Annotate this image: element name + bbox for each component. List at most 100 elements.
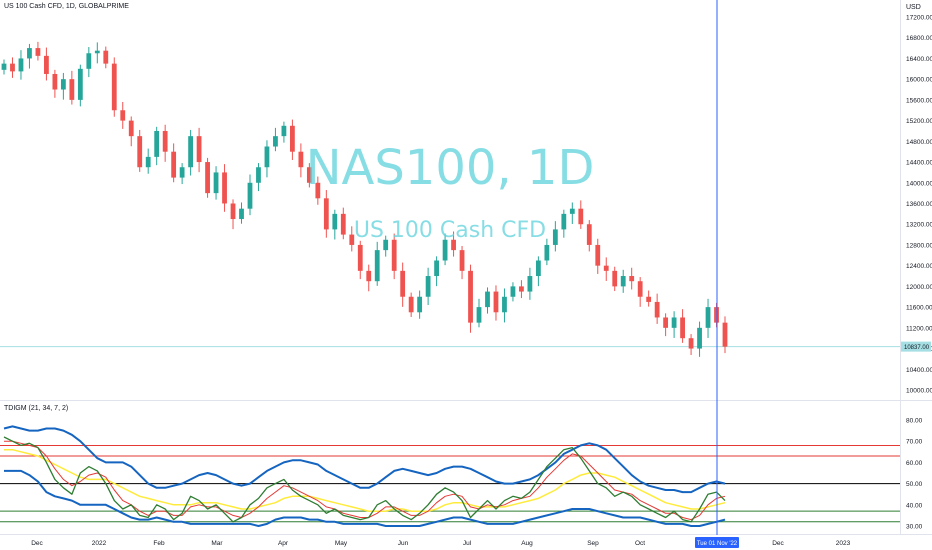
indicator-legend[interactable]: TDIGM (21, 34, 7, 2) [4, 405, 69, 412]
candle-body[interactable] [1, 63, 7, 70]
price-pane[interactable] [0, 41, 900, 357]
candle-body[interactable] [306, 167, 312, 183]
candle-body[interactable] [468, 270, 473, 323]
candle-body[interactable] [459, 250, 465, 271]
candle-body[interactable] [502, 296, 507, 313]
candle-body[interactable] [451, 239, 456, 251]
candle-body[interactable] [256, 167, 261, 183]
indicator-pane[interactable] [0, 425, 900, 527]
candle[interactable] [44, 47, 49, 81]
candle-body[interactable] [620, 276, 626, 287]
candle-body[interactable] [137, 136, 143, 168]
candle-body[interactable] [196, 136, 202, 163]
candle-body[interactable] [128, 120, 134, 137]
candle[interactable] [60, 72, 66, 100]
candle-body[interactable] [103, 50, 109, 64]
candle[interactable] [552, 221, 558, 252]
candle-body[interactable] [315, 182, 321, 199]
candle-body[interactable] [476, 307, 482, 323]
candle-body[interactable] [162, 130, 168, 152]
candle[interactable] [502, 288, 507, 323]
candle-body[interactable] [154, 130, 160, 157]
candle-body[interactable] [569, 208, 575, 214]
candle-body[interactable] [561, 213, 567, 230]
candle[interactable] [264, 140, 270, 178]
candle-body[interactable] [247, 182, 253, 209]
candle[interactable] [52, 69, 58, 98]
candle-body[interactable] [722, 322, 728, 347]
candle-body[interactable] [697, 327, 702, 349]
candle[interactable] [103, 46, 109, 69]
candle[interactable] [637, 277, 643, 307]
candle-body[interactable] [535, 260, 541, 277]
candle-body[interactable] [374, 250, 380, 282]
candle[interactable] [468, 264, 473, 333]
candle-body[interactable] [646, 296, 652, 302]
candle-body[interactable] [544, 244, 550, 261]
candle-body[interactable] [44, 55, 49, 74]
candle[interactable] [383, 235, 389, 257]
candle-body[interactable] [510, 286, 516, 297]
candle-body[interactable] [603, 265, 609, 271]
candle[interactable] [86, 47, 92, 78]
candle[interactable] [273, 127, 278, 152]
candle[interactable] [213, 166, 219, 200]
candle[interactable] [340, 207, 346, 240]
candle[interactable] [451, 231, 456, 257]
candle[interactable] [222, 164, 227, 212]
candle-body[interactable] [417, 296, 423, 313]
candle-body[interactable] [86, 53, 92, 69]
candle[interactable] [654, 293, 660, 324]
candle-body[interactable] [400, 270, 406, 297]
candle[interactable] [680, 309, 685, 343]
candle-body[interactable] [663, 317, 669, 328]
candle-body[interactable] [281, 125, 287, 137]
candle-body[interactable] [290, 125, 295, 152]
candle-body[interactable] [340, 213, 346, 235]
candle[interactable] [281, 121, 287, 143]
candle[interactable] [94, 42, 100, 64]
candle-body[interactable] [637, 281, 643, 297]
candle-body[interactable] [27, 48, 32, 59]
candle[interactable] [705, 298, 711, 338]
candle[interactable] [349, 226, 355, 252]
candle-body[interactable] [586, 224, 592, 245]
candle-body[interactable] [391, 239, 397, 271]
candle[interactable] [332, 209, 338, 240]
candle[interactable] [561, 209, 567, 238]
candle-body[interactable] [230, 203, 236, 220]
candle[interactable] [10, 57, 15, 78]
candle[interactable] [111, 57, 117, 117]
candle-body[interactable] [629, 276, 635, 282]
candle-body[interactable] [688, 338, 694, 349]
candle[interactable] [357, 240, 363, 280]
candle-body[interactable] [442, 239, 448, 261]
candle-body[interactable] [552, 229, 558, 245]
candle-body[interactable] [18, 58, 24, 72]
candle[interactable] [476, 298, 482, 328]
candle-body[interactable] [671, 317, 677, 328]
candle[interactable] [485, 287, 490, 314]
candle[interactable] [256, 163, 261, 192]
candle-body[interactable] [654, 301, 660, 318]
candle[interactable] [400, 262, 406, 307]
candle-body[interactable] [298, 151, 304, 168]
candle-body[interactable] [120, 110, 126, 121]
candle[interactable] [569, 202, 575, 224]
candle[interactable] [205, 157, 210, 198]
candle-body[interactable] [111, 63, 117, 111]
candle-body[interactable] [705, 307, 711, 328]
candle[interactable] [315, 176, 321, 205]
candle-body[interactable] [171, 151, 177, 178]
candle[interactable] [722, 316, 728, 354]
candle-body[interactable] [366, 270, 372, 282]
candle-body[interactable] [222, 172, 227, 204]
candle-body[interactable] [527, 276, 533, 292]
candle-body[interactable] [493, 291, 499, 313]
candle[interactable] [603, 257, 609, 281]
candle-body[interactable] [188, 136, 194, 168]
candle[interactable] [510, 282, 516, 302]
candle-body[interactable] [578, 208, 584, 225]
candle-body[interactable] [595, 244, 601, 266]
